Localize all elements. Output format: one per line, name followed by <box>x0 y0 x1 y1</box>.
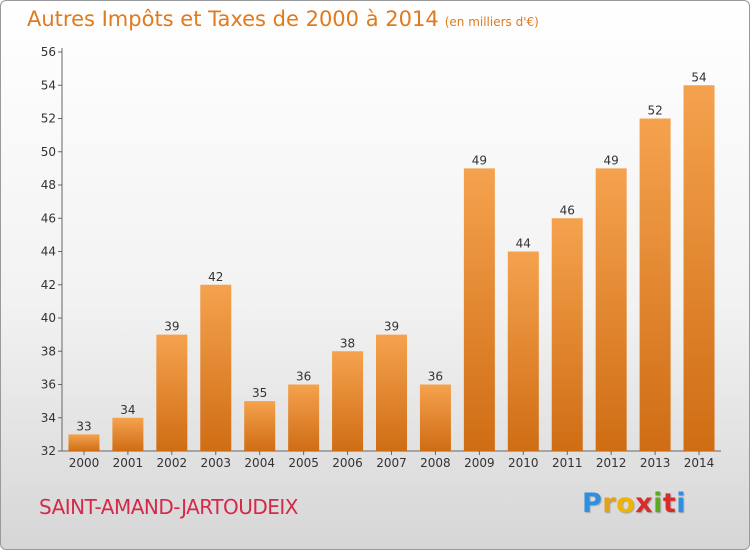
logo-letter: i <box>653 488 663 519</box>
bar-2002 <box>156 334 188 451</box>
y-tick-label: 54 <box>41 78 56 92</box>
value-label: 54 <box>691 70 706 84</box>
bar-2004 <box>244 401 276 451</box>
value-label: 46 <box>560 203 575 217</box>
x-tick-label: 2012 <box>596 456 627 470</box>
labels: 33 2000 34 2001 39 2002 42 2003 35 2004 36 2005 38 20… <box>69 70 715 470</box>
y-tick-label: 34 <box>41 411 56 425</box>
x-tick-label: 2013 <box>640 456 671 470</box>
y-tick-label: 46 <box>41 211 56 225</box>
bar-2009 <box>463 168 495 451</box>
bar-2012 <box>595 168 627 451</box>
x-tick-label: 2004 <box>244 456 275 470</box>
logo-letter: P <box>582 488 603 519</box>
bars <box>68 85 715 451</box>
x-tick-label: 2008 <box>420 456 451 470</box>
value-label: 33 <box>76 419 91 433</box>
logo-letter: t <box>662 488 677 519</box>
y-tick-label: 36 <box>41 378 56 392</box>
x-tick-label: 2002 <box>157 456 188 470</box>
logo-letter: r <box>602 488 617 519</box>
bar-2001 <box>112 417 144 451</box>
value-label: 44 <box>516 237 531 251</box>
x-tick-label: 2001 <box>113 456 144 470</box>
bar-2003 <box>200 284 232 451</box>
bar-2013 <box>639 118 671 451</box>
y-tick-label: 40 <box>41 311 56 325</box>
y-tick-label: 50 <box>41 145 56 159</box>
y-tick-label: 44 <box>41 245 56 259</box>
value-label: 36 <box>428 370 443 384</box>
bar-2000 <box>68 434 100 451</box>
value-label: 36 <box>296 370 311 384</box>
value-label: 49 <box>604 153 619 167</box>
value-label: 34 <box>120 403 135 417</box>
x-tick-label: 2007 <box>376 456 407 470</box>
y-tick-label: 56 <box>41 45 56 59</box>
x-tick-label: 2010 <box>508 456 539 470</box>
x-tick-label: 2011 <box>552 456 583 470</box>
y-tick-label: 52 <box>41 112 56 126</box>
logo-letter: i <box>676 488 687 519</box>
y-tick-label: 38 <box>41 344 56 358</box>
value-label: 52 <box>647 104 662 118</box>
x-tick-label: 2003 <box>200 456 231 470</box>
x-tick-label: 2006 <box>332 456 363 470</box>
logo-letter: x <box>635 488 654 519</box>
chart-title: Autres Impôts et Taxes de 2000 à 2014 (en… <box>27 7 539 31</box>
chart-subtitle: (en milliers d'€) <box>444 15 539 29</box>
chart-title-text: Autres Impôts et Taxes de 2000 à 2014 <box>27 7 439 31</box>
value-label: 39 <box>164 320 179 334</box>
bar-2014 <box>683 85 715 451</box>
bar-2007 <box>376 334 407 451</box>
axes: 32 34 36 38 40 42 44 46 48 50 52 54 56 <box>41 45 721 458</box>
value-label: 42 <box>208 270 223 284</box>
x-tick-label: 2014 <box>684 456 715 470</box>
x-tick-label: 2000 <box>69 456 100 470</box>
logo-letter: o <box>616 488 636 519</box>
y-tick-label: 32 <box>41 444 56 458</box>
proxiti-logo[interactable]: Proxiti <box>582 488 686 519</box>
value-label: 39 <box>384 320 399 334</box>
value-label: 49 <box>472 153 487 167</box>
bar-2006 <box>332 351 364 451</box>
x-tick-label: 2009 <box>464 456 495 470</box>
commune-name: SAINT-AMAND-JARTOUDEIX <box>39 495 298 519</box>
bar-2005 <box>288 384 320 451</box>
bar-2011 <box>551 218 583 451</box>
y-tick-label: 42 <box>41 278 56 292</box>
bar-2008 <box>419 384 451 451</box>
x-tick-label: 2005 <box>288 456 319 470</box>
value-label: 38 <box>340 336 355 350</box>
y-tick-label: 48 <box>41 178 56 192</box>
value-label: 35 <box>252 386 267 400</box>
bar-2010 <box>507 251 539 451</box>
